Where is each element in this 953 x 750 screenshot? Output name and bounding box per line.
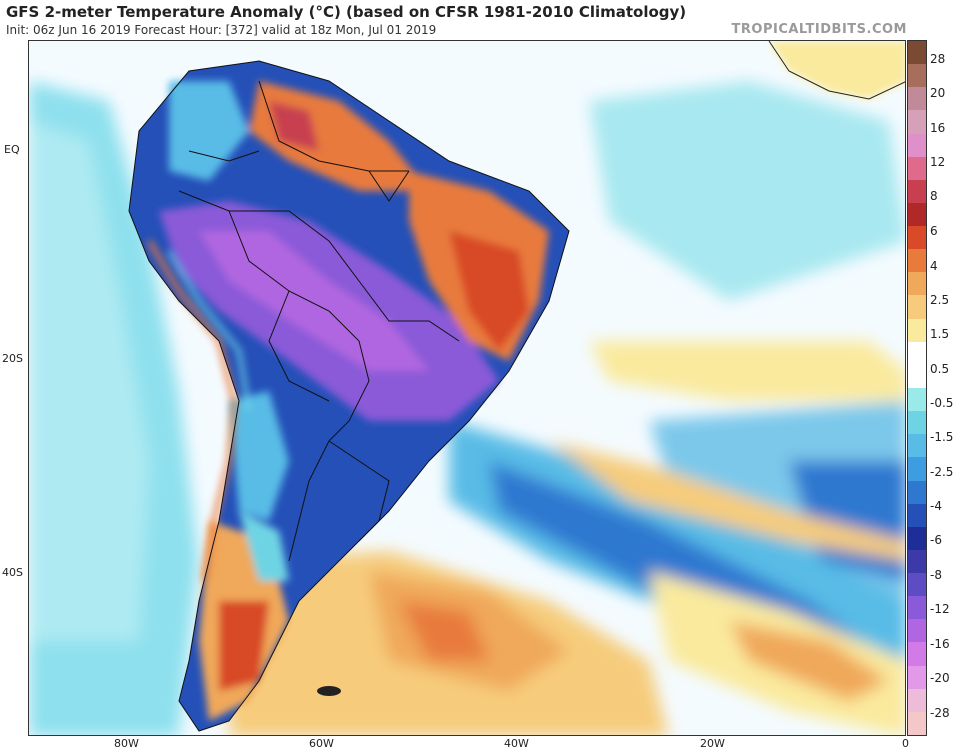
colorbar-swatch xyxy=(908,642,926,667)
colorbar-swatch xyxy=(908,202,926,227)
colorbar-swatch xyxy=(908,665,926,690)
colorbar-swatch xyxy=(908,688,926,713)
map-canvas xyxy=(29,41,905,735)
colorbar-label: -16 xyxy=(930,637,950,651)
colorbar-label: -12 xyxy=(930,602,950,616)
colorbar-swatch xyxy=(908,573,926,597)
colorbar-label: 12 xyxy=(930,155,946,169)
colorbar-swatch xyxy=(908,388,926,412)
colorbar-swatch xyxy=(908,341,926,366)
colorbar-swatch xyxy=(908,64,926,88)
lon-label-0: 0 xyxy=(902,737,909,750)
colorbar-swatch xyxy=(908,526,926,551)
coastlines-borders xyxy=(128,60,570,732)
colorbar-swatch xyxy=(908,457,926,482)
colorbar-label: 2.5 xyxy=(930,293,950,307)
site-watermark[interactable]: TROPICALTIDBITS.COM xyxy=(731,22,907,37)
colorbar-swatch xyxy=(908,411,926,435)
lon-label-60w: 60W xyxy=(309,737,334,750)
lon-label-40w: 40W xyxy=(504,737,529,750)
colorbar-label: 28 xyxy=(930,52,946,66)
colorbar-label: -0.5 xyxy=(930,396,953,410)
map-title: GFS 2-meter Temperature Anomaly (°C) (ba… xyxy=(6,3,687,21)
colorbar-label: 6 xyxy=(930,224,938,238)
colorbar-label: -1.5 xyxy=(930,430,953,444)
colorbar-label: -8 xyxy=(930,568,942,582)
colorbar-swatch xyxy=(908,110,926,135)
colorbar xyxy=(907,40,927,736)
lat-label-40s: 40S xyxy=(2,566,23,579)
colorbar-label: 16 xyxy=(930,121,946,135)
colorbar-swatch xyxy=(908,480,926,505)
colorbar-label: -4 xyxy=(930,499,942,513)
temperature-anomaly-map xyxy=(28,40,906,736)
colorbar-label: -28 xyxy=(930,706,950,720)
colorbar-swatch xyxy=(908,87,926,111)
colorbar-swatch xyxy=(908,364,926,389)
colorbar-swatch xyxy=(908,549,926,574)
colorbar-label: 4 xyxy=(930,259,938,273)
colorbar-swatch xyxy=(908,133,926,158)
colorbar-swatch xyxy=(908,619,926,643)
colorbar-label: -6 xyxy=(930,533,942,547)
falkland-islands xyxy=(317,686,341,696)
lon-label-20w: 20W xyxy=(700,737,725,750)
colorbar-swatch xyxy=(908,249,926,273)
ocean-anomaly-field xyxy=(29,81,905,735)
colorbar-swatch xyxy=(908,596,926,620)
lat-label-eq: EQ xyxy=(4,143,20,156)
africa-land xyxy=(768,41,905,100)
lat-label-20s: 20S xyxy=(2,352,23,365)
colorbar-label: 1.5 xyxy=(930,327,950,341)
colorbar-swatch xyxy=(908,503,926,528)
colorbar-label: -20 xyxy=(930,671,950,685)
colorbar-label: -2.5 xyxy=(930,465,953,479)
colorbar-label: 20 xyxy=(930,86,946,100)
colorbar-swatch xyxy=(908,272,926,296)
colorbar-label: 8 xyxy=(930,189,938,203)
colorbar-swatch xyxy=(908,41,926,65)
run-info: Init: 06z Jun 16 2019 Forecast Hour: [37… xyxy=(6,23,437,37)
colorbar-swatch xyxy=(908,179,926,204)
colorbar-label: 0.5 xyxy=(930,362,950,376)
colorbar-swatch xyxy=(908,318,926,343)
colorbar-swatch xyxy=(908,711,926,736)
colorbar-swatch xyxy=(908,295,926,320)
colorbar-swatch xyxy=(908,434,926,458)
colorbar-swatch xyxy=(908,226,926,250)
colorbar-swatch xyxy=(908,156,926,181)
lon-label-80w: 80W xyxy=(114,737,139,750)
